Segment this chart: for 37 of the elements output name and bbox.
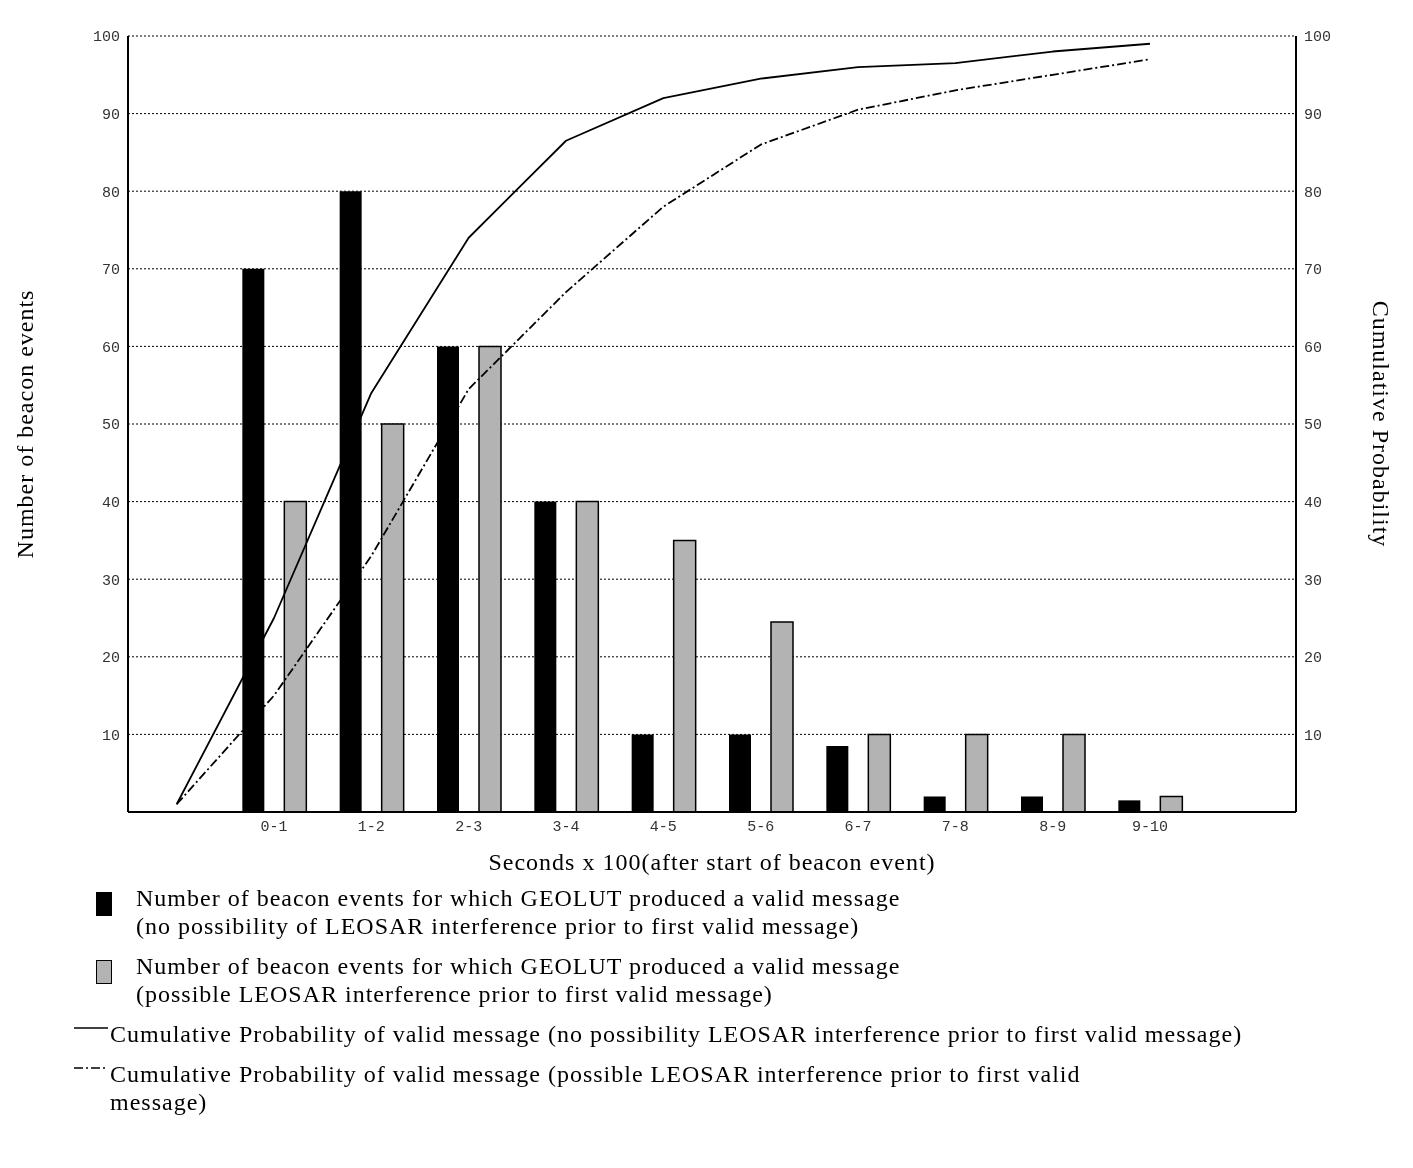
y-tick-label: 10 <box>101 727 120 745</box>
y2-tick-label: 40 <box>1304 494 1323 512</box>
x-axis-title: Seconds x 100(after start of beacon event) <box>488 849 936 875</box>
y2-tick-label: 10 <box>1304 727 1323 745</box>
x-tick-label: 1-2 <box>357 818 385 836</box>
legend-label: Cumulative Probability of valid message (no possibility LEOSAR interference prior to first valid message) <box>110 1020 1244 1048</box>
y-tick-label: 80 <box>101 184 120 202</box>
y-tick-label: 30 <box>101 572 120 590</box>
y-tick-label: 20 <box>101 650 120 668</box>
y2-tick-label: 90 <box>1304 106 1323 124</box>
y-tick-label: 90 <box>101 106 120 124</box>
x-tick-label: 4-5 <box>649 818 677 836</box>
x-tick-label: 3-4 <box>552 818 580 836</box>
y2-tick-label: 20 <box>1304 650 1323 668</box>
y2-tick-label: 50 <box>1304 417 1323 435</box>
x-tick-label: 5-6 <box>747 818 775 836</box>
y2-tick-label: 70 <box>1304 262 1323 280</box>
x-tick-label: 7-8 <box>941 818 969 836</box>
y2-tick-label: 30 <box>1304 572 1323 590</box>
y2-tick-label: 100 <box>1304 29 1332 47</box>
x-tick-label: 8-9 <box>1039 818 1067 836</box>
y-tick-label: 40 <box>101 494 120 512</box>
y-tick-label: 60 <box>101 339 120 357</box>
y2-tick-label: 80 <box>1304 184 1323 202</box>
legend-label: Cumulative Probability of valid message (possible LEOSAR interference prior to first valid message) <box>110 1060 1082 1116</box>
legend-label: Number of beacon events for which GEOLUT produced a valid message (no possibility of LEOSAR interference prior to first valid message) <box>136 884 902 940</box>
y-axis-title: Number of beacon events <box>11 289 38 559</box>
legend-label: Number of beacon events for which GEOLUT produced a valid message (possible LEOSAR interference prior to first valid message) <box>136 952 902 1008</box>
x-tick-label: 2-3 <box>455 818 483 836</box>
y-tick-label: 50 <box>101 417 120 435</box>
x-tick-label: 0-1 <box>260 818 288 836</box>
y2-axis-title: Cumulative Probability <box>1368 300 1395 548</box>
y-tick-label: 70 <box>101 262 120 280</box>
x-tick-label: 9-10 <box>1131 818 1169 836</box>
y-tick-label: 100 <box>92 29 120 47</box>
y2-tick-label: 60 <box>1304 339 1323 357</box>
x-tick-label: 6-7 <box>844 818 872 836</box>
